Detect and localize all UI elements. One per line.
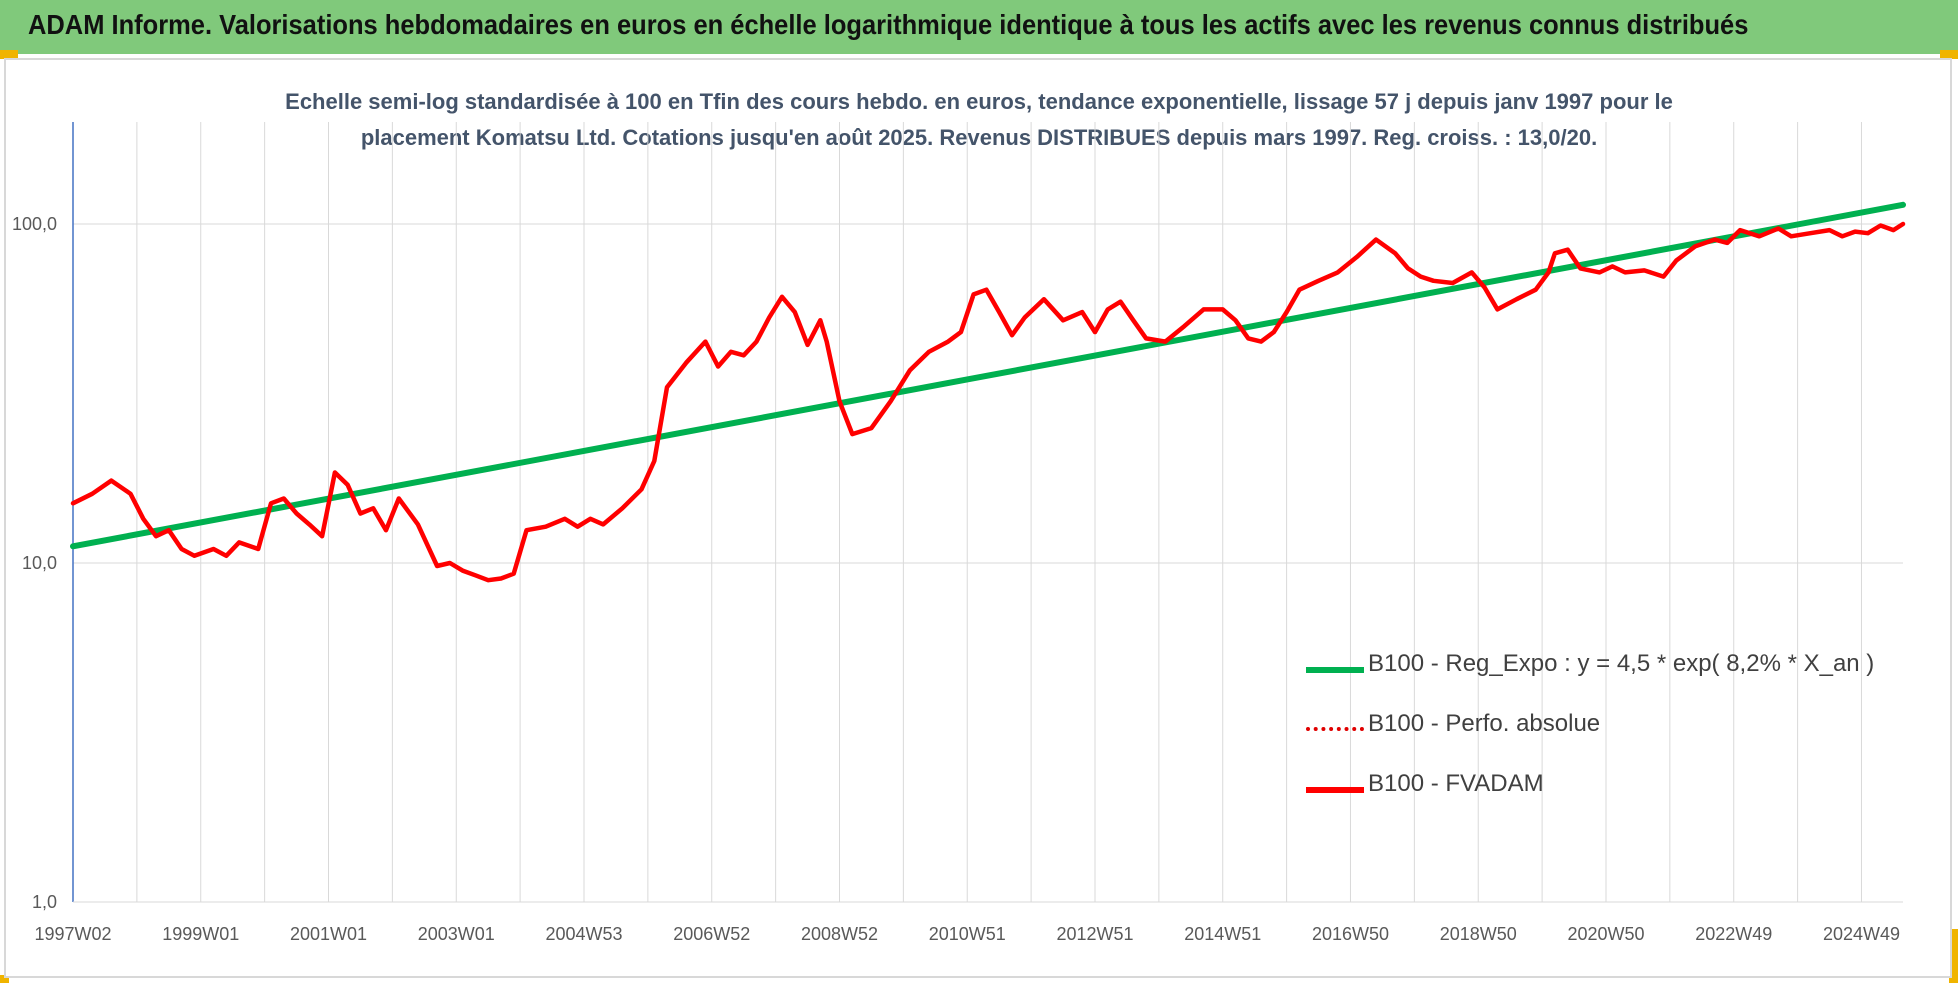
chart-subtitle-line-1: Echelle semi-log standardisée à 100 en T…: [285, 89, 1673, 114]
x-tick-label: 2014W51: [1184, 924, 1261, 944]
legend-label-regression: B100 - Reg_Expo : y = 4,5 * exp( 8,2% * …: [1368, 650, 1875, 677]
y-tick-label: 1,0: [32, 892, 57, 912]
x-tick-label: 2001W01: [290, 924, 367, 944]
x-tick-label: 2022W49: [1695, 924, 1772, 944]
x-tick-label: 2003W01: [418, 924, 495, 944]
legend-label-perfo-absolue: B100 - Perfo. absolue: [1368, 710, 1601, 737]
x-tick-label: 1999W01: [162, 924, 239, 944]
x-tick-label: 2010W51: [929, 924, 1006, 944]
legend-label-fvadam: B100 - FVADAM: [1368, 770, 1544, 797]
corner-marker-top-left: [0, 50, 18, 59]
y-tick-label: 10,0: [22, 553, 57, 573]
corner-marker-bottom-right: [1949, 929, 1958, 983]
banner-title: ADAM Informe. Valorisations hebdomadaire…: [28, 9, 1749, 40]
corner-marker-bottom-left: [0, 975, 9, 983]
x-tick-label: 2006W52: [673, 924, 750, 944]
x-tick-label: 2008W52: [801, 924, 878, 944]
title-banner: ADAM Informe. Valorisations hebdomadaire…: [0, 0, 1958, 54]
legend-swatch-fvadam: [1306, 787, 1364, 793]
chart-subtitle-line-2: placement Komatsu Ltd. Cotations jusqu'e…: [360, 125, 1598, 150]
y-tick-label: 100,0: [12, 214, 57, 234]
x-tick-label: 2012W51: [1056, 924, 1133, 944]
chart-subtitle: Echelle semi-log standardisée à 100 en T…: [0, 84, 1958, 156]
legend-swatch-perfo-absolue: [1306, 727, 1364, 731]
legend-swatch-regression: [1306, 667, 1364, 673]
x-tick-label: 2024W49: [1823, 924, 1900, 944]
series-line-regression: [70, 201, 1906, 550]
x-tick-label: 1997W02: [34, 924, 111, 944]
corner-marker-top-right: [1940, 50, 1958, 59]
x-tick-label: 2018W50: [1440, 924, 1517, 944]
x-tick-label: 2016W50: [1312, 924, 1389, 944]
x-tick-label: 2004W53: [545, 924, 622, 944]
x-tick-label: 2020W50: [1567, 924, 1644, 944]
series-line-fvadam: [70, 221, 1906, 583]
